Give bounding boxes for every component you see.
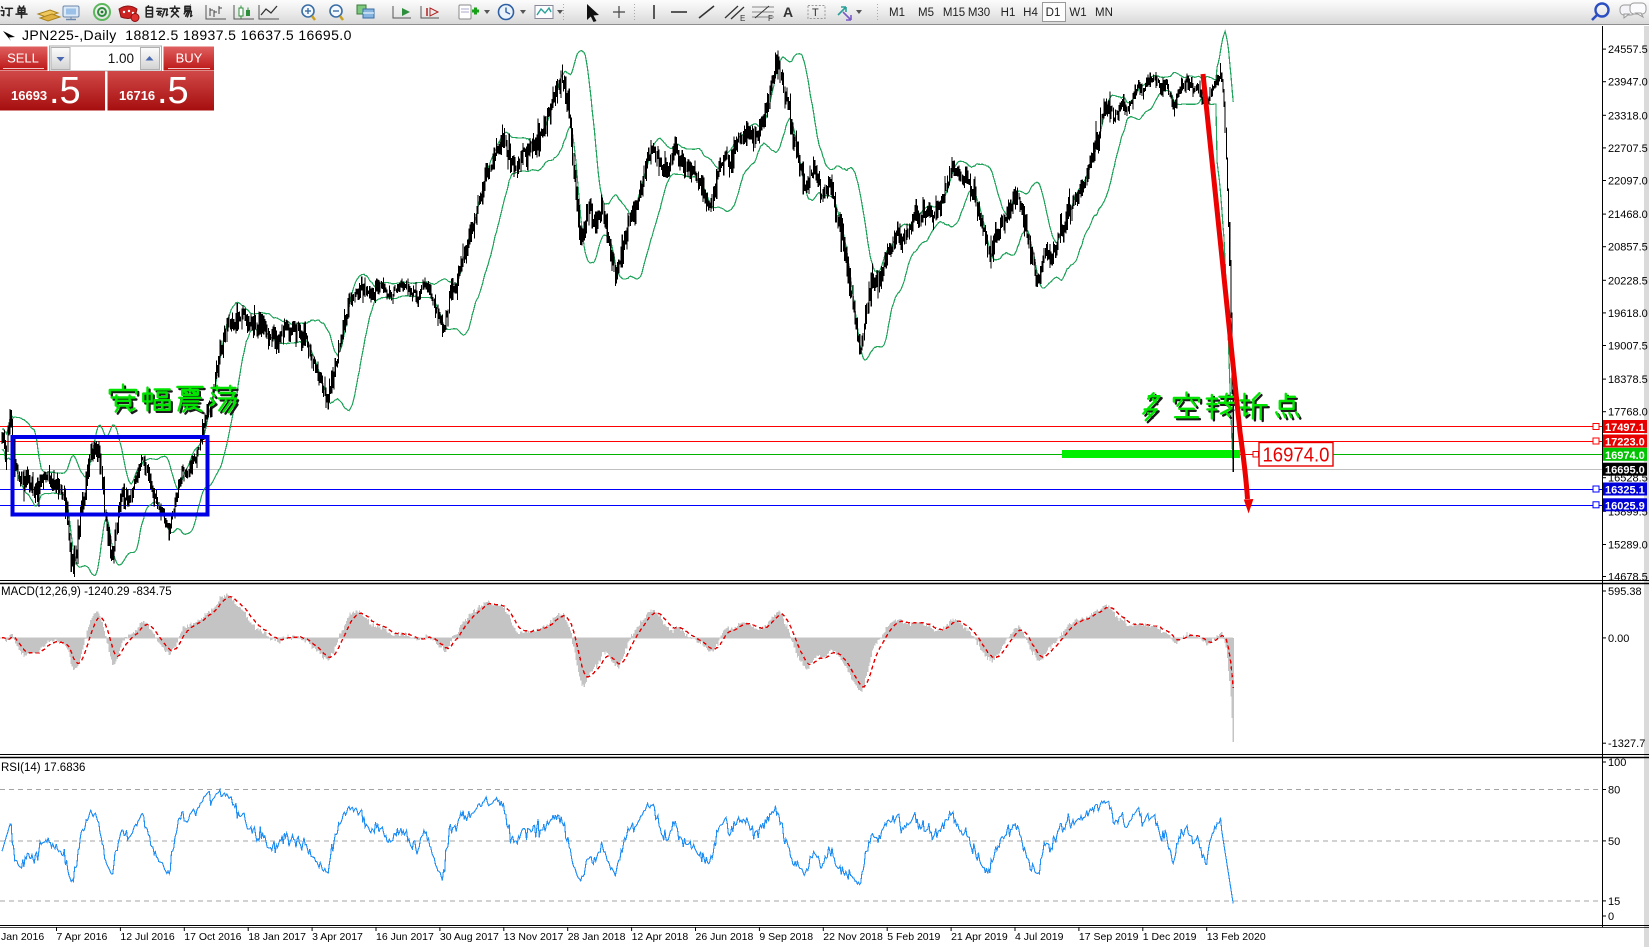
svg-text:16974.0: 16974.0 xyxy=(1263,444,1330,467)
svg-text:1.00: 1.00 xyxy=(108,51,134,66)
svg-text:1 Dec 2019: 1 Dec 2019 xyxy=(1143,931,1197,943)
svg-text:MN: MN xyxy=(1095,7,1113,19)
svg-text:30 Aug 2017: 30 Aug 2017 xyxy=(440,931,499,943)
svg-text:H1: H1 xyxy=(1001,7,1016,19)
svg-text:16695.0: 16695.0 xyxy=(1605,465,1645,477)
svg-text:SELL: SELL xyxy=(7,51,39,66)
svg-text:12 Apr 2018: 12 Apr 2018 xyxy=(632,931,689,943)
svg-text:RSI(14) 17.6836: RSI(14) 17.6836 xyxy=(1,762,85,774)
svg-text:.5: .5 xyxy=(49,70,81,112)
svg-text:23318.0: 23318.0 xyxy=(1608,110,1648,122)
svg-text:16974.0: 16974.0 xyxy=(1605,450,1645,462)
svg-text:M5: M5 xyxy=(918,7,934,19)
svg-text:13 Feb 2020: 13 Feb 2020 xyxy=(1207,931,1266,943)
svg-text:F: F xyxy=(768,14,773,23)
svg-text:22097.0: 22097.0 xyxy=(1608,176,1648,188)
svg-text:50: 50 xyxy=(1608,836,1620,848)
svg-text:23947.0: 23947.0 xyxy=(1608,77,1648,89)
svg-text:15289.0: 15289.0 xyxy=(1608,540,1648,552)
svg-text:18 Jan 2017: 18 Jan 2017 xyxy=(248,931,306,943)
svg-text:.5: .5 xyxy=(157,70,189,112)
svg-text:21468.0: 21468.0 xyxy=(1608,209,1648,221)
svg-text:16693: 16693 xyxy=(11,88,47,103)
svg-text:17768.0: 17768.0 xyxy=(1608,407,1648,419)
svg-text:28 Jan 2018: 28 Jan 2018 xyxy=(568,931,626,943)
svg-text:22 Nov 2018: 22 Nov 2018 xyxy=(823,931,883,943)
svg-text:15: 15 xyxy=(1608,896,1620,908)
svg-text:W1: W1 xyxy=(1069,7,1086,19)
svg-text:9 Sep 2018: 9 Sep 2018 xyxy=(759,931,813,943)
svg-text:24557.5: 24557.5 xyxy=(1608,44,1648,56)
svg-text:16325.1: 16325.1 xyxy=(1605,485,1645,497)
svg-text:18378.5: 18378.5 xyxy=(1608,374,1648,386)
svg-text:5 Feb 2019: 5 Feb 2019 xyxy=(887,931,940,943)
svg-text:M15: M15 xyxy=(943,7,965,19)
svg-text:20228.5: 20228.5 xyxy=(1608,275,1648,287)
svg-text:MACD(12,26,9) -1240.29 -834.75: MACD(12,26,9) -1240.29 -834.75 xyxy=(1,586,172,598)
svg-text:E: E xyxy=(740,14,745,23)
svg-text:17223.0: 17223.0 xyxy=(1605,437,1645,449)
svg-text:BUY: BUY xyxy=(176,51,203,66)
svg-text:16716: 16716 xyxy=(119,88,155,103)
svg-text:595.38: 595.38 xyxy=(1608,586,1642,598)
svg-text:19007.5: 19007.5 xyxy=(1608,341,1648,353)
svg-text:0.00: 0.00 xyxy=(1608,633,1629,645)
svg-text:12 Jul 2016: 12 Jul 2016 xyxy=(120,931,174,943)
svg-text:-1327.7: -1327.7 xyxy=(1608,738,1645,750)
svg-text:80: 80 xyxy=(1608,785,1620,797)
svg-text:H4: H4 xyxy=(1023,7,1038,19)
svg-text:13 Nov 2017: 13 Nov 2017 xyxy=(504,931,564,943)
svg-text:26 Jun 2018: 26 Jun 2018 xyxy=(696,931,754,943)
svg-text:T: T xyxy=(812,7,819,19)
svg-text:21 Apr 2019: 21 Apr 2019 xyxy=(951,931,1008,943)
svg-text:14678.5: 14678.5 xyxy=(1608,572,1648,584)
svg-text:100: 100 xyxy=(1608,757,1626,769)
svg-text:Jan 2016: Jan 2016 xyxy=(1,931,44,943)
svg-text:JPN225-,Daily 18812.5 18937.5: JPN225-,Daily 18812.5 18937.5 16637.5 16… xyxy=(22,27,352,43)
svg-text:D1: D1 xyxy=(1046,7,1061,19)
svg-text:16 Jun 2017: 16 Jun 2017 xyxy=(376,931,434,943)
svg-text:3 Apr 2017: 3 Apr 2017 xyxy=(312,931,363,943)
svg-text:22707.5: 22707.5 xyxy=(1608,143,1648,155)
svg-text:17497.1: 17497.1 xyxy=(1605,422,1645,434)
svg-text:A: A xyxy=(783,4,793,20)
svg-text:20857.5: 20857.5 xyxy=(1608,242,1648,254)
svg-text:M30: M30 xyxy=(968,7,990,19)
svg-text:4 Jul 2019: 4 Jul 2019 xyxy=(1015,931,1064,943)
svg-text:16025.9: 16025.9 xyxy=(1605,500,1645,512)
svg-text:M1: M1 xyxy=(889,7,905,19)
svg-text:7 Apr 2016: 7 Apr 2016 xyxy=(57,931,108,943)
svg-text:19618.0: 19618.0 xyxy=(1608,308,1648,320)
svg-text:17 Sep 2019: 17 Sep 2019 xyxy=(1079,931,1139,943)
svg-text:17 Oct 2016: 17 Oct 2016 xyxy=(184,931,241,943)
svg-text:0: 0 xyxy=(1608,911,1614,923)
